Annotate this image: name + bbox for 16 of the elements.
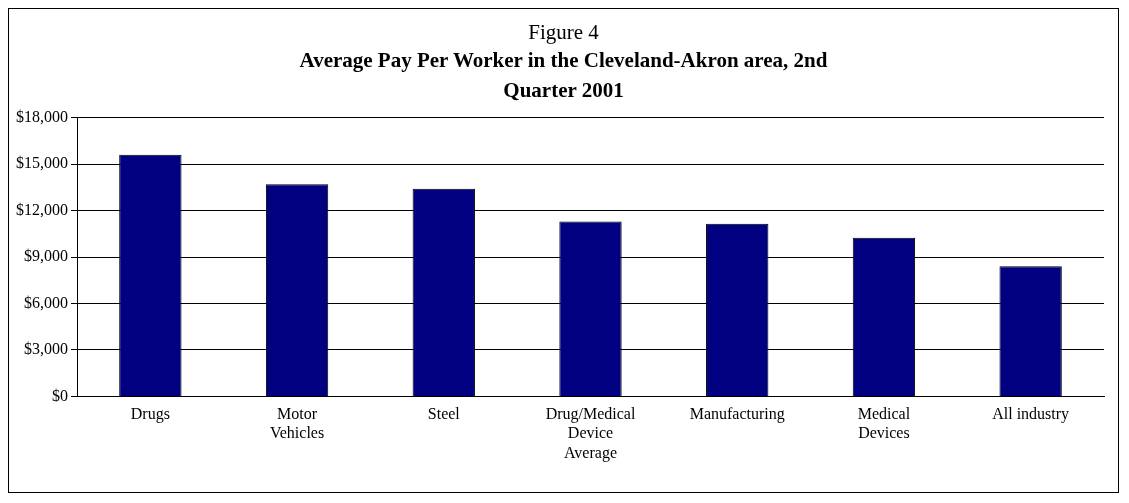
y-tick-label: $6,000 <box>24 293 68 311</box>
y-tick-label: $18,000 <box>16 107 68 125</box>
chart-subtitle: Average Pay Per Worker in the Cleveland-Akron area, 2nd Quarter 2001 <box>298 47 829 104</box>
x-tick-label: Steel <box>427 405 461 423</box>
y-tick-label: $0 <box>52 386 68 404</box>
y-tick-label: $3,000 <box>24 340 68 358</box>
chart-title: Figure 4 <box>527 19 600 45</box>
x-tick-label: Manufacturing <box>689 405 785 424</box>
x-tick-label: Drugs <box>130 405 170 424</box>
x-tick-label: All industry <box>992 405 1070 424</box>
y-tick-label: $15,000 <box>16 154 68 172</box>
y-tick-label: $12,000 <box>16 200 68 218</box>
x-tick-label: Medical Devices <box>857 405 911 442</box>
y-tick-label: $9,000 <box>24 247 68 265</box>
x-tick-label: Drug/Medical Device Average <box>545 405 636 462</box>
x-tick-label: Motor Vehicles <box>269 405 325 442</box>
